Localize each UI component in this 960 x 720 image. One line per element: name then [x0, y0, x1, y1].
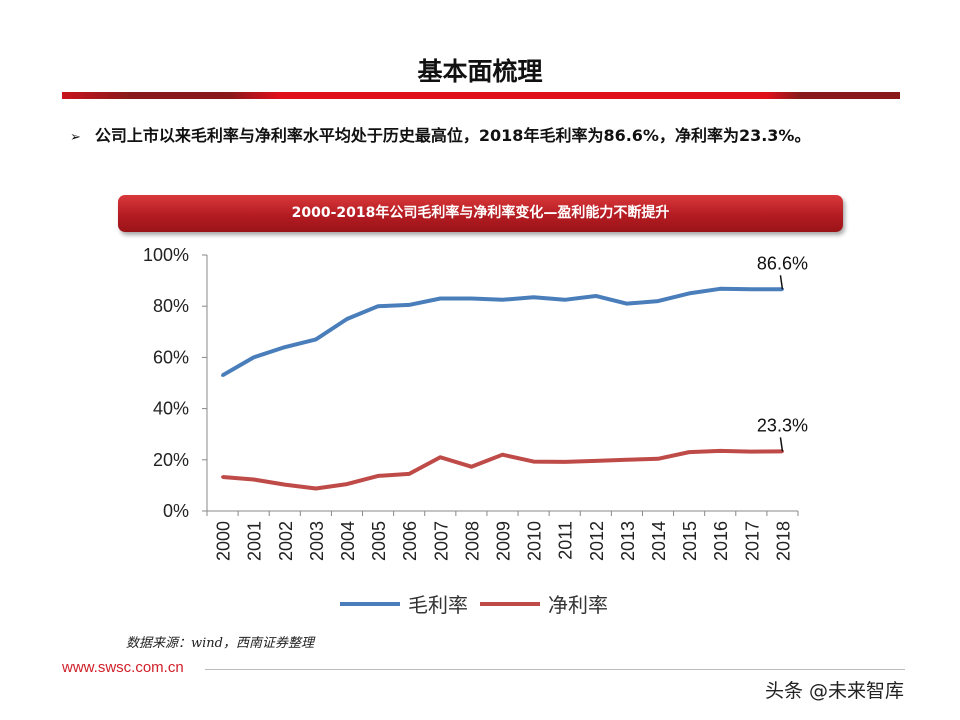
- x-tick-label: 2010: [525, 521, 545, 561]
- y-tick-label: 100%: [143, 245, 189, 265]
- arrow-bullet-icon: ➢: [70, 130, 81, 145]
- y-tick-label: 80%: [153, 296, 189, 316]
- data-point: [749, 287, 753, 291]
- data-point: [252, 355, 256, 359]
- x-tick-label: 2000: [214, 521, 234, 561]
- data-point: [376, 474, 380, 478]
- legend-label: 毛利率: [408, 593, 468, 617]
- x-tick-label: 2014: [649, 521, 669, 561]
- data-point: [283, 483, 287, 487]
- data-point: [532, 460, 536, 464]
- data-point: [532, 295, 536, 299]
- x-tick-label: 2013: [618, 521, 638, 561]
- data-point: [221, 475, 225, 479]
- data-point: [563, 460, 567, 464]
- data-point: [718, 449, 722, 453]
- legend-label: 净利率: [548, 593, 608, 617]
- series-line-gross-margin: [221, 286, 783, 378]
- data-point: [563, 298, 567, 302]
- data-point: [749, 450, 753, 454]
- x-tick-label: 2007: [431, 521, 451, 561]
- data-point: [407, 472, 411, 476]
- y-tick-label: 0%: [163, 501, 189, 521]
- data-point: [625, 302, 629, 306]
- data-label: 86.6%: [757, 253, 808, 273]
- data-point: [283, 345, 287, 349]
- x-tick-label: 2003: [307, 521, 327, 561]
- data-point: [594, 459, 598, 463]
- x-tick-label: 2008: [462, 521, 482, 561]
- data-point: [625, 458, 629, 462]
- data-point: [594, 294, 598, 298]
- footer-line: [205, 669, 905, 670]
- y-tick-label: 60%: [153, 347, 189, 367]
- series-line-net-margin: [222, 448, 783, 491]
- data-point: [656, 457, 660, 461]
- x-tick-label: 2012: [587, 521, 607, 561]
- x-tick-label: 2002: [276, 521, 296, 561]
- data-point: [687, 291, 691, 295]
- x-tick-label: 2009: [494, 521, 514, 561]
- watermark: 头条 @未来智库: [765, 680, 905, 702]
- data-source: 数据来源：wind，西南证券整理: [126, 636, 314, 651]
- y-tick-label: 20%: [153, 450, 189, 470]
- x-tick-label: 2016: [711, 521, 731, 561]
- data-point: [345, 317, 349, 321]
- data-point: [314, 486, 318, 490]
- slide-title: 基本面梳理: [417, 57, 543, 86]
- bullet-text: 公司上市以来毛利率与净利率水平均处于历史最高位，2018年毛利率为86.6%，净…: [94, 126, 811, 145]
- x-tick-label: 2011: [556, 521, 576, 560]
- data-point: [407, 303, 411, 307]
- data-point: [656, 299, 660, 303]
- annotation-leader: [779, 275, 784, 290]
- data-point: [252, 478, 256, 482]
- data-point: [718, 287, 722, 291]
- x-tick-label: 2001: [245, 521, 265, 561]
- chart-title: 2000-2018年公司毛利率与净利率变化—盈利能力不断提升: [118, 195, 843, 232]
- data-point: [438, 455, 442, 459]
- bullet-point: ➢ 公司上市以来毛利率与净利率水平均处于历史最高位，2018年毛利率为86.6%，…: [70, 122, 810, 146]
- title-divider: [62, 92, 900, 99]
- website-url: www.swsc.com.cn: [62, 659, 184, 676]
- data-point: [438, 297, 442, 301]
- data-point: [376, 304, 380, 308]
- x-tick-label: 2018: [773, 521, 793, 561]
- data-point: [501, 298, 504, 302]
- y-tick-label: 40%: [153, 399, 189, 419]
- data-point: [469, 465, 473, 469]
- x-tick-label: 2005: [369, 521, 389, 561]
- x-tick-label: 2006: [400, 521, 420, 561]
- x-tick-label: 2015: [680, 521, 700, 561]
- annotation-leader: [779, 437, 784, 452]
- data-point: [501, 453, 504, 457]
- data-point: [345, 482, 349, 486]
- data-label: 23.3%: [757, 415, 808, 435]
- x-tick-label: 2017: [742, 521, 762, 561]
- data-point: [469, 297, 473, 301]
- data-point: [687, 450, 691, 454]
- data-point: [221, 373, 225, 377]
- x-tick-label: 2004: [338, 521, 358, 561]
- data-point: [314, 337, 318, 341]
